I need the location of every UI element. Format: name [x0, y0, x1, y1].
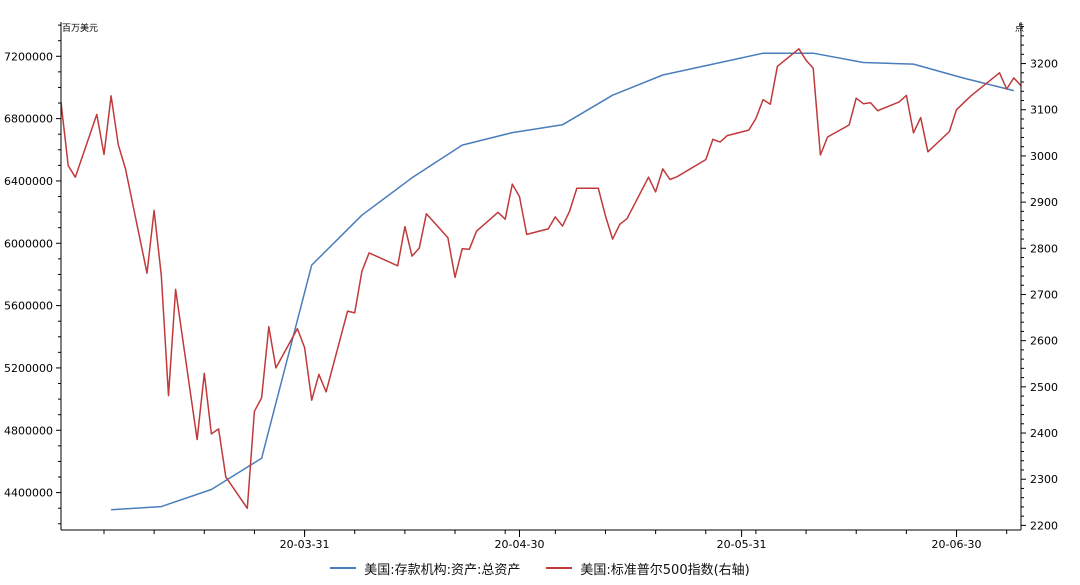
left-tick-label: 5200000 [4, 362, 53, 375]
right-tick-label: 2800 [1030, 242, 1058, 255]
right-tick-label: 2200 [1030, 519, 1058, 532]
left-tick-label: 6000000 [4, 237, 53, 250]
left-tick-label: 5600000 [4, 300, 53, 313]
x-tick-label: 20-06-30 [932, 538, 982, 551]
x-tick-label: 20-04-30 [495, 538, 545, 551]
left-unit-label: 百万美元 [62, 22, 98, 34]
right-tick-label: 3000 [1030, 150, 1058, 163]
x-tick-label: 20-03-31 [280, 538, 330, 551]
left-tick-label: 6400000 [4, 175, 53, 188]
left-tick-label: 4800000 [4, 424, 53, 437]
right-tick-label: 2700 [1030, 288, 1058, 301]
legend-label-deposits: 美国:存款机构:资产:总资产 [364, 562, 521, 578]
legend-item-sp500: 美国:标准普尔500指数(右轴) [546, 559, 750, 578]
legend-label-sp500: 美国:标准普尔500指数(右轴) [580, 562, 750, 578]
right-tick-label: 3100 [1030, 104, 1058, 117]
right-tick-label: 2500 [1030, 381, 1058, 394]
x-tick-label: 20-05-31 [717, 538, 767, 551]
right-tick-label: 2400 [1030, 427, 1058, 440]
series-line-sp500 [60, 48, 1022, 510]
legend-swatch-sp500 [546, 567, 573, 569]
right-unit-label: 点 [1015, 23, 1024, 34]
legend: 美国:存款机构:资产:总资产 美国:标准普尔500指数(右轴) [0, 556, 1080, 580]
legend-item-deposits: 美国:存款机构:资产:总资产 [330, 559, 520, 578]
right-tick-label: 3200 [1030, 58, 1058, 71]
series-line-deposits [111, 52, 1014, 511]
legend-swatch-deposits [330, 567, 357, 569]
right-tick-label: 2600 [1030, 335, 1058, 348]
left-tick-label: 7200000 [4, 50, 53, 63]
right-tick-label: 2900 [1030, 196, 1058, 209]
left-tick-label: 4400000 [4, 487, 53, 500]
left-tick-label: 6800000 [4, 113, 53, 126]
right-tick-label: 2300 [1030, 473, 1058, 486]
